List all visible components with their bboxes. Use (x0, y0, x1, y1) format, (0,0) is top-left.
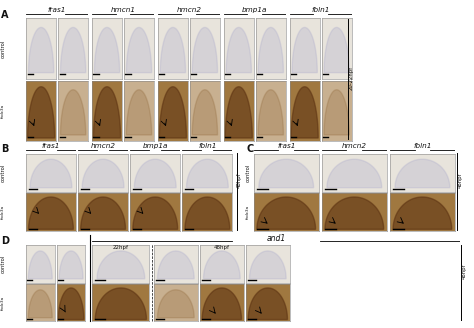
Polygon shape (127, 90, 152, 135)
Text: 48hpf: 48hpf (462, 264, 467, 279)
Text: D: D (1, 236, 9, 246)
Text: bmp1a: bmp1a (242, 8, 267, 13)
Text: hmcn2: hmcn2 (342, 143, 367, 149)
Polygon shape (259, 159, 314, 188)
Polygon shape (94, 28, 119, 73)
Polygon shape (28, 28, 54, 73)
Polygon shape (192, 90, 218, 135)
Text: C: C (246, 144, 254, 154)
Polygon shape (97, 251, 145, 279)
Polygon shape (28, 197, 73, 229)
Text: control: control (0, 39, 6, 58)
Polygon shape (157, 251, 194, 279)
Text: fndc3a: fndc3a (0, 205, 4, 219)
Polygon shape (185, 197, 230, 229)
Polygon shape (186, 159, 228, 188)
Text: 48hpf: 48hpf (458, 173, 463, 188)
Polygon shape (28, 290, 52, 318)
Polygon shape (160, 28, 185, 73)
Polygon shape (28, 251, 52, 279)
Polygon shape (134, 159, 176, 188)
Polygon shape (61, 28, 86, 73)
Text: bmp1a: bmp1a (143, 143, 168, 149)
Polygon shape (61, 90, 86, 135)
Polygon shape (127, 28, 152, 73)
Text: fras1: fras1 (277, 143, 295, 149)
Polygon shape (27, 87, 55, 138)
Polygon shape (192, 28, 218, 73)
Polygon shape (226, 28, 251, 73)
Text: 22hpf: 22hpf (113, 245, 129, 250)
Text: fbln1: fbln1 (198, 143, 217, 149)
Polygon shape (225, 87, 252, 138)
Text: control: control (246, 163, 251, 182)
Polygon shape (258, 90, 283, 135)
Text: fras1: fras1 (42, 143, 60, 149)
Text: 20-22hpf: 20-22hpf (348, 66, 354, 90)
Text: fndc3a: fndc3a (0, 104, 4, 118)
Polygon shape (203, 251, 240, 279)
Text: control: control (0, 255, 6, 273)
Polygon shape (202, 288, 241, 319)
Polygon shape (30, 159, 72, 188)
Text: fndc3a: fndc3a (0, 296, 4, 310)
Polygon shape (327, 159, 382, 188)
Text: fras1: fras1 (48, 8, 66, 13)
Text: fndc3a: fndc3a (246, 205, 249, 219)
Polygon shape (157, 290, 194, 318)
Polygon shape (324, 28, 349, 73)
Polygon shape (133, 197, 178, 229)
Text: fbln1: fbln1 (311, 8, 330, 13)
Text: hmcn2: hmcn2 (176, 8, 201, 13)
Polygon shape (324, 90, 349, 135)
Text: hmcn1: hmcn1 (110, 8, 136, 13)
Text: B: B (1, 144, 9, 154)
Polygon shape (249, 251, 286, 279)
Text: hmcn2: hmcn2 (91, 143, 116, 149)
Text: 48hpf: 48hpf (237, 173, 242, 188)
Text: A: A (1, 10, 9, 20)
Polygon shape (292, 28, 317, 73)
Polygon shape (58, 288, 84, 319)
Polygon shape (257, 197, 316, 229)
Polygon shape (291, 87, 318, 138)
Polygon shape (59, 251, 83, 279)
Text: and1: and1 (266, 234, 286, 243)
Polygon shape (82, 159, 124, 188)
Text: control: control (0, 163, 6, 182)
Polygon shape (248, 288, 287, 319)
Polygon shape (258, 28, 283, 73)
Polygon shape (81, 197, 126, 229)
Polygon shape (93, 87, 120, 138)
Text: 48hpf: 48hpf (214, 245, 230, 250)
Polygon shape (393, 197, 452, 229)
Polygon shape (325, 197, 383, 229)
Polygon shape (95, 288, 146, 319)
Polygon shape (395, 159, 450, 188)
Polygon shape (159, 87, 186, 138)
Text: fbln1: fbln1 (413, 143, 432, 149)
